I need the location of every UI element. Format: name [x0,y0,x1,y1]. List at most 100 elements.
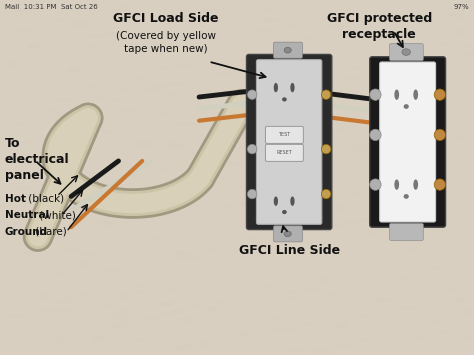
Ellipse shape [274,196,278,206]
Bar [12,10,26,13]
Bar [162,311,176,315]
Bar [260,105,274,109]
Text: (black): (black) [25,194,64,204]
Bar [18,59,32,63]
Bar [210,36,224,40]
Bar [437,329,451,333]
Bar [98,222,112,226]
Bar [78,293,92,297]
Bar [17,186,31,190]
Bar [244,73,258,77]
Bar [178,129,192,133]
Bar [358,315,372,318]
Bar [70,22,84,26]
Circle shape [370,179,381,190]
Bar [131,284,146,288]
Ellipse shape [404,194,409,199]
Bar [385,15,400,19]
Bar [406,56,420,60]
Text: GFCI Line Side: GFCI Line Side [238,244,340,257]
FancyBboxPatch shape [390,44,423,61]
Ellipse shape [290,196,294,206]
Bar [367,18,382,22]
Bar [145,317,159,320]
Text: (Covered by yellow
tape when new): (Covered by yellow tape when new) [116,31,216,54]
Text: To
electrical
panel: To electrical panel [5,137,69,182]
Bar [115,310,129,314]
Bar [450,9,464,12]
Bar [368,230,382,234]
Bar [382,86,396,89]
Bar [366,166,380,170]
Bar [306,289,320,293]
Bar [453,89,467,93]
Bar [147,236,162,240]
Bar [465,311,474,315]
Bar [383,64,398,67]
Bar [339,117,353,121]
Ellipse shape [284,47,292,53]
Bar [115,318,129,322]
FancyBboxPatch shape [246,54,332,230]
Bar [423,127,437,131]
Ellipse shape [413,179,418,190]
Bar [416,212,430,216]
Bar [178,14,192,17]
Bar [280,209,294,213]
Bar [245,236,259,240]
Bar [336,344,350,348]
Bar [348,66,363,70]
Bar [118,87,132,91]
Bar [270,81,284,84]
Bar [378,120,392,124]
Bar [283,24,298,28]
Circle shape [247,189,257,199]
Bar [55,18,70,21]
Bar [262,152,276,156]
Bar [255,143,269,147]
Bar [175,346,190,350]
Bar [122,290,137,294]
Bar [468,218,474,222]
Circle shape [370,129,381,141]
Bar [208,217,222,221]
Bar [215,165,229,169]
Bar [201,90,215,94]
Circle shape [321,144,331,154]
Ellipse shape [290,83,294,92]
Bar [350,191,364,195]
Bar [74,262,88,266]
Bar [252,313,266,317]
Bar [87,243,101,247]
Bar [396,237,410,241]
Bar [172,122,186,126]
Bar [71,140,85,144]
Bar [84,85,98,88]
Bar [214,301,228,305]
Bar [346,77,360,81]
Bar [209,308,223,312]
Bar [315,165,329,169]
Bar [45,221,59,224]
Bar [93,335,107,339]
Bar [368,153,383,157]
Bar [16,28,30,32]
Bar [100,32,114,36]
FancyBboxPatch shape [370,57,446,227]
Bar [118,206,132,209]
Bar [122,188,137,192]
Bar [172,145,186,149]
Circle shape [247,90,257,99]
Bar [178,64,192,67]
Bar [203,8,217,12]
Text: Ground: Ground [5,227,48,237]
Bar [388,46,402,49]
FancyBboxPatch shape [380,62,436,222]
Bar [154,86,168,90]
Bar [342,95,356,99]
Bar [82,197,96,201]
Bar [46,177,61,180]
Bar [102,130,117,134]
Bar [319,81,333,84]
FancyBboxPatch shape [390,223,423,240]
